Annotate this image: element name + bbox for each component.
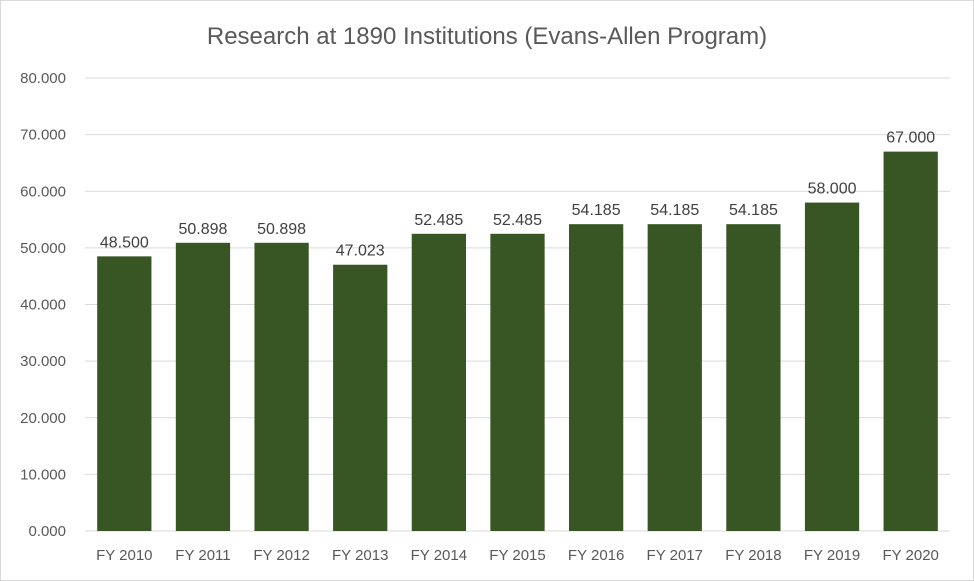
bar — [490, 233, 545, 531]
bar — [333, 264, 388, 531]
data-label: 50.898 — [178, 221, 227, 238]
y-tick-label: 50.000 — [20, 240, 66, 257]
x-tick-label: FY 2019 — [804, 547, 860, 564]
y-tick-label: 70.000 — [20, 127, 66, 144]
x-tick-label: FY 2012 — [253, 547, 309, 564]
y-tick-label: 30.000 — [20, 353, 66, 370]
data-label: 54.185 — [572, 202, 621, 219]
x-tick-label: FY 2020 — [882, 547, 938, 564]
chart-title: Research at 1890 Institutions (Evans-All… — [207, 23, 767, 50]
bar — [883, 151, 938, 532]
x-axis: FY 2010 FY 2011 FY 2012 FY 2013 FY 2014 FY 20… — [96, 547, 939, 564]
x-tick-label: FY 2014 — [411, 547, 467, 564]
bars — [97, 151, 938, 532]
bar — [647, 224, 702, 532]
bar — [804, 202, 860, 531]
bar — [411, 233, 466, 531]
data-label: 58.000 — [808, 181, 857, 198]
y-tick-label: 0.000 — [28, 523, 66, 540]
y-tick-label: 60.000 — [20, 183, 66, 200]
x-tick-label: FY 2017 — [647, 547, 703, 564]
bar — [97, 256, 152, 531]
y-tick-label: 40.000 — [20, 297, 66, 314]
y-tick-label: 20.000 — [20, 410, 66, 427]
data-label: 47.023 — [336, 243, 385, 260]
data-label: 50.898 — [257, 221, 306, 238]
bar — [254, 242, 309, 531]
x-tick-label: FY 2018 — [725, 547, 781, 564]
bar — [175, 242, 231, 531]
x-tick-label: FY 2015 — [489, 547, 545, 564]
data-label: 52.485 — [414, 212, 463, 229]
y-tick-label: 80.000 — [20, 70, 66, 87]
data-label: 52.485 — [493, 212, 542, 229]
x-tick-label: FY 2010 — [96, 547, 152, 564]
data-labels: 48.500 50.898 50.898 47.023 52.485 52.485 54.1… — [100, 130, 935, 260]
x-tick-label: FY 2016 — [568, 547, 624, 564]
x-tick-label: FY 2011 — [175, 547, 230, 564]
bar — [726, 224, 781, 532]
y-tick-label: 10.000 — [20, 466, 66, 483]
y-axis: 0.000 10.000 20.000 30.000 40.000 50.000 60.00… — [20, 70, 66, 540]
data-label: 48.500 — [100, 234, 149, 251]
data-label: 54.185 — [729, 202, 778, 219]
x-tick-label: FY 2013 — [332, 547, 388, 564]
data-label: 67.000 — [886, 130, 935, 147]
data-label: 54.185 — [650, 202, 699, 219]
bar — [569, 224, 624, 532]
